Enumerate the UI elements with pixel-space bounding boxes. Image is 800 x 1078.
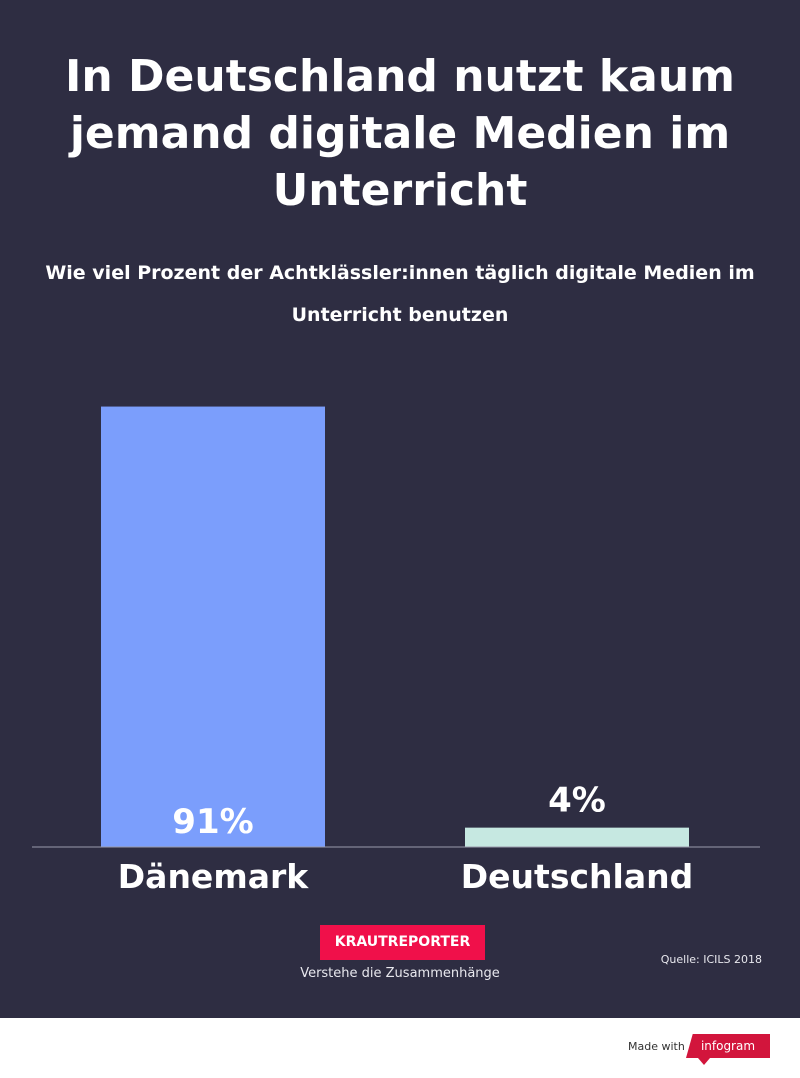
- category-label-1: Deutschland: [461, 857, 693, 896]
- infogram-logo[interactable]: infogram: [686, 1034, 770, 1058]
- chart-title: In Deutschland nutzt kaum jemand digital…: [64, 51, 735, 216]
- bar-0: [101, 406, 325, 847]
- brand-tagline: Verstehe die Zusammenhänge: [300, 966, 500, 981]
- source-note: Quelle: ICILS 2018: [660, 953, 762, 966]
- made-with-label: Made with: [628, 1040, 685, 1053]
- chart-subtitle: Wie viel Prozent der Achtklässler:innen …: [45, 262, 755, 326]
- infogram-logo-tail-icon: [698, 1058, 710, 1065]
- krautreporter-logo[interactable]: KRAUTREPORTER: [320, 925, 485, 960]
- value-label-0: 91%: [172, 802, 253, 842]
- value-label-1: 4%: [548, 781, 606, 821]
- bar-1: [465, 827, 689, 847]
- labels-group: 91% Dänemark 4% Deutschland: [118, 781, 693, 896]
- bars-group: [101, 406, 689, 847]
- bar-chart: 91% Dänemark 4% Deutschland: [32, 406, 760, 896]
- category-label-0: Dänemark: [118, 857, 309, 896]
- footer: Made with infogram: [0, 1018, 800, 1078]
